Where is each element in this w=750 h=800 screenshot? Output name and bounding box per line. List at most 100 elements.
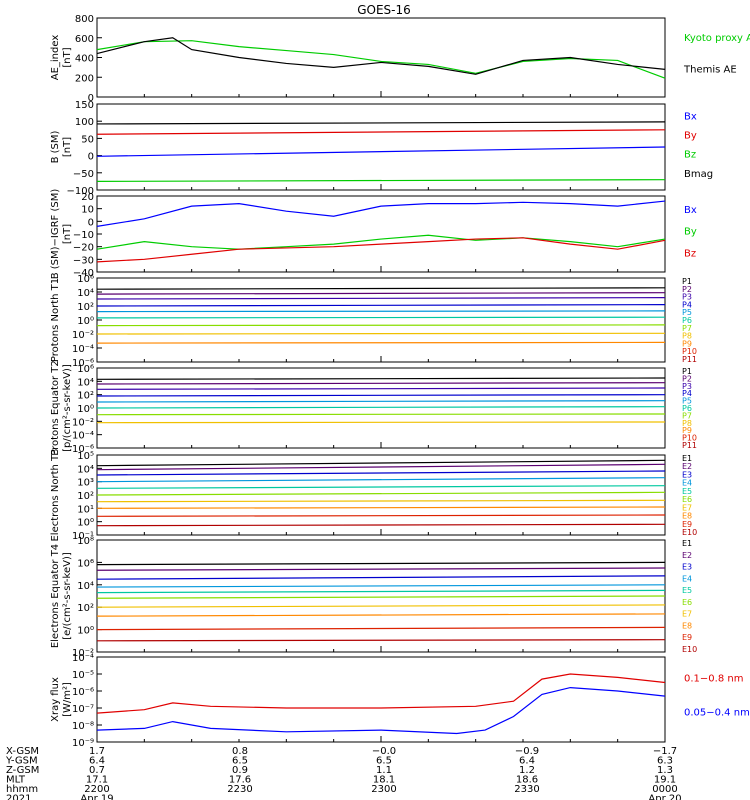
y-tick-label: 0 [88, 93, 94, 104]
series-line [96, 304, 666, 307]
panel-4: 10⁶ 10⁴ 10² 10⁰ 10⁻² 10⁻⁴ 10⁻⁶ Protons North T1… [50, 274, 697, 369]
legend-label: P5 [682, 308, 692, 317]
legend-label: P10 [682, 347, 697, 356]
legend: Bx By Bz Bmag [684, 111, 713, 179]
y-axis-label: Electrons Equator T4 [50, 544, 61, 648]
y-axis-label: [nT] [62, 137, 73, 157]
x-axis-value: 0.9 [232, 765, 248, 776]
y-tick-label: 10¹ [77, 504, 94, 515]
x-axis-value: 0000 [652, 784, 677, 795]
legend-label: E9 [682, 633, 692, 642]
x-axis-value: 2300 [371, 784, 396, 795]
y-axis-label: Xray flux [50, 677, 61, 722]
series-line [96, 506, 666, 509]
y-axis-label: Electrons North T3 [50, 448, 61, 541]
y-tick-label: 10⁴ [77, 288, 94, 299]
y-tick-label: 10⁰ [77, 404, 94, 415]
y-tick-label: 10² [77, 603, 94, 614]
y-tick-label: 10⁻⁶ [72, 687, 94, 698]
legend-label: Bz [684, 248, 696, 259]
x-axis-row-label: Y-GSM [5, 756, 38, 767]
y-tick-label: 50 [81, 134, 94, 145]
panel-frame [96, 103, 666, 191]
series-line [96, 324, 666, 327]
panel-8: 10⁻⁴ 10⁻⁵ 10⁻⁶ 10⁻⁷ 10⁻⁸ 10⁻⁹ Xray flux [W/m²] 0… [50, 653, 750, 749]
panel-frame [96, 277, 666, 363]
series-line [96, 470, 666, 476]
series-line [96, 477, 666, 483]
series-line [96, 377, 666, 380]
series-line [96, 37, 666, 75]
series-line [96, 421, 666, 424]
series-line [96, 179, 666, 182]
x-axis-value: 6.4 [519, 756, 535, 767]
panel-frame [96, 195, 666, 273]
x-axis-row-label: 2021 [6, 794, 31, 800]
legend-label: P8 [682, 332, 692, 341]
legend-label: P2 [682, 285, 692, 294]
series-line [96, 604, 666, 608]
panel-1: 800 600 400 200 0 AE_index[nT] Kyoto proxy AE T… [50, 14, 750, 104]
legend-label: E3 [682, 470, 692, 479]
series-line [96, 234, 666, 250]
legend-label: P3 [682, 382, 692, 391]
x-axis-row-label: hhmm [6, 784, 38, 795]
series-line [96, 341, 666, 344]
series-line [96, 200, 666, 227]
legend-label: P6 [682, 316, 692, 325]
y-tick-label: 10⁻⁹ [72, 738, 94, 749]
series-line [96, 394, 666, 397]
y-tick-label: 150 [75, 100, 94, 111]
y-tick-label: 10² [77, 302, 94, 313]
y-axis-label: Protons Equator T2 [50, 360, 61, 456]
x-axis-value: 1.3 [657, 765, 673, 776]
legend-label: P7 [682, 324, 692, 333]
legend: Bx By Bz [684, 205, 697, 259]
legend-label: By [684, 131, 697, 142]
y-tick-label: 10⁻⁸ [72, 721, 94, 732]
legend-label: E9 [682, 520, 692, 529]
panel-7: 10⁸ 10⁶ 10⁴ 10² 10⁰ 10⁻² Electrons Equator T4[… [50, 536, 697, 659]
legend-label: E2 [682, 462, 692, 471]
x-axis-value: 19.1 [654, 775, 676, 786]
y-tick-label: 10⁻⁵ [72, 670, 94, 681]
x-axis-row-label: Z-GSM [6, 765, 39, 776]
x-axis-value: 2230 [227, 784, 252, 795]
x-axis-value: 2330 [514, 784, 539, 795]
series-line [96, 613, 666, 617]
series-line [96, 129, 666, 135]
series-line [96, 387, 666, 390]
y-tick-label: 10⁸ [77, 536, 94, 547]
y-tick-label: 10⁻⁴ [72, 344, 94, 355]
y-axis-label: [e/(cm²-s-sr-keV)] [62, 552, 73, 640]
series-line [96, 463, 666, 471]
series-line [96, 237, 666, 263]
series-line [96, 561, 666, 566]
y-tick-label: 10⁰ [77, 518, 94, 529]
series-line [96, 514, 666, 517]
x-axis-value: 6.3 [657, 756, 673, 767]
legend-label: P11 [682, 355, 697, 364]
x-axis-value: 2200 [84, 784, 109, 795]
y-axis-label: [nT] [62, 224, 73, 244]
legend-label: P4 [682, 300, 692, 309]
legend-label: P1 [682, 367, 692, 376]
x-axis-value: 0.7 [89, 765, 105, 776]
panel-frame [96, 656, 666, 743]
legend-label: E4 [682, 574, 692, 583]
y-tick-label: 800 [75, 14, 94, 25]
legend-label: P11 [682, 441, 697, 450]
series-line [96, 491, 666, 496]
legend-label: P2 [682, 374, 692, 383]
y-tick-label: 100 [75, 117, 94, 128]
x-axis-row-label: MLT [6, 775, 26, 786]
y-tick-label: 10⁻² [72, 648, 94, 659]
y-axis-label: B (SM) [50, 130, 61, 163]
plot-title: GOES-16 [357, 3, 411, 17]
y-tick-label: −40 [73, 268, 94, 279]
y-tick-label: 10⁻⁶ [72, 358, 94, 369]
